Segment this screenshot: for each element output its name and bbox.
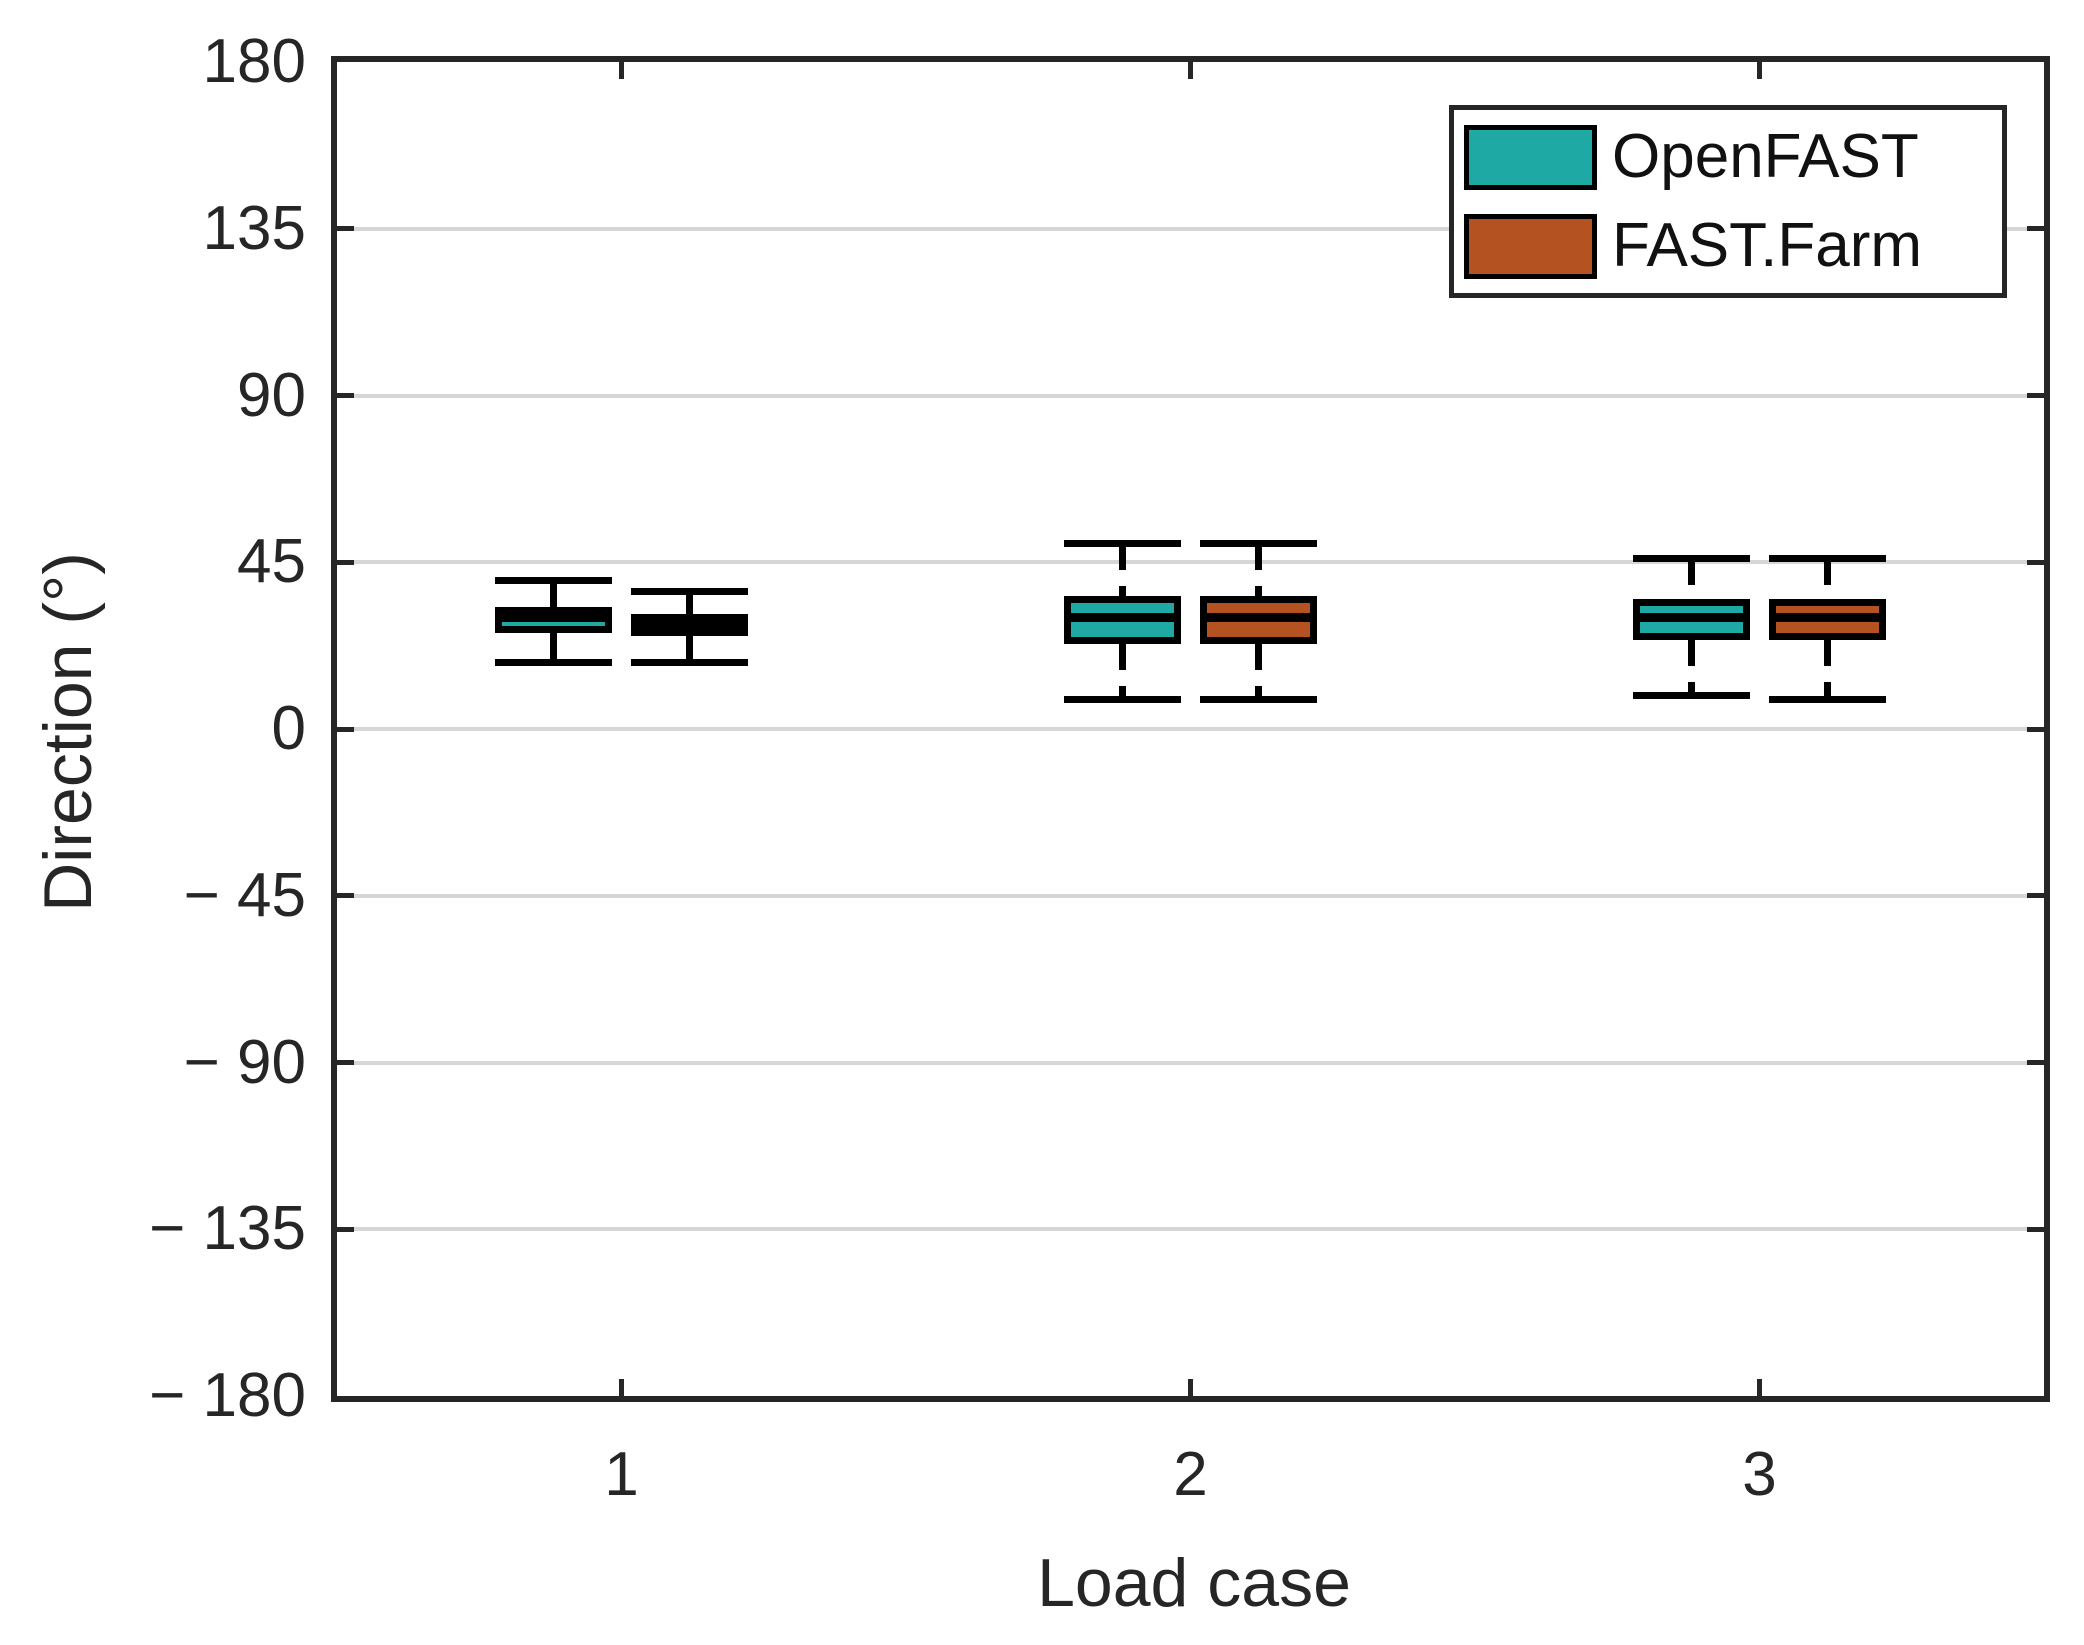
whisker-upper: [550, 580, 557, 607]
whisker-upper: [1688, 558, 1695, 600]
whisker-cap-upper: [495, 577, 612, 585]
median-line: [1769, 613, 1886, 623]
legend: OpenFAST FAST.Farm: [1449, 105, 2007, 298]
y-tick-left: [337, 393, 354, 398]
y-tick-right: [2027, 1060, 2044, 1065]
whisker-upper: [1824, 558, 1831, 600]
y-tick-right: [2027, 726, 2044, 732]
median-line: [495, 613, 612, 623]
y-tick-left: [337, 726, 354, 732]
gridline-y--135: [337, 1227, 2044, 1232]
x-tick-top: [1188, 62, 1193, 79]
y-tick-label: 180: [202, 27, 306, 96]
x-tick-label: 3: [1742, 1440, 1777, 1509]
x-tick-label: 1: [604, 1440, 639, 1509]
whisker-cap-lower: [1769, 695, 1886, 703]
whisker-cap-upper: [631, 588, 748, 596]
y-tick-right: [2027, 226, 2044, 232]
whisker-cap-lower: [1633, 692, 1750, 700]
y-tick-left: [337, 226, 354, 232]
whisker-lower: [550, 632, 557, 663]
legend-swatch-openfast: [1464, 124, 1597, 190]
x-axis-label: Load case: [1037, 1545, 1351, 1621]
whisker-lower: [1824, 640, 1831, 700]
legend-entry-fastfarm: FAST.Farm: [1464, 211, 2002, 280]
x-tick-bottom: [619, 1379, 624, 1396]
x-tick-bottom: [1188, 1379, 1193, 1396]
y-tick-label: 135: [202, 193, 306, 263]
y-tick-label: − 135: [149, 1194, 306, 1264]
whisker-cap-upper: [1200, 540, 1317, 548]
whisker-lower: [686, 636, 693, 663]
whisker-cap-upper: [1064, 540, 1181, 548]
median-line: [1633, 613, 1750, 623]
y-tick-label: − 180: [149, 1361, 306, 1430]
whisker-cap-lower: [495, 658, 612, 666]
whisker-upper: [1119, 543, 1126, 596]
y-tick-right: [2027, 393, 2044, 398]
whisker-upper: [686, 591, 693, 615]
y-tick-right: [2027, 893, 2044, 899]
legend-entry-openfast: OpenFAST: [1464, 122, 2002, 191]
y-tick-label: 90: [237, 360, 306, 430]
whisker-upper: [1255, 543, 1262, 596]
y-tick-right: [2027, 1226, 2044, 1232]
whisker-lower: [1688, 640, 1695, 696]
gridline-y--45: [337, 893, 2044, 898]
y-tick-left: [337, 1060, 354, 1065]
whisker-cap-upper: [1633, 555, 1750, 563]
gridline-y-90: [337, 393, 2044, 398]
gridline-y--90: [337, 1060, 2044, 1065]
whisker-cap-upper: [1769, 555, 1886, 563]
x-tick-top: [619, 62, 624, 79]
y-tick-left: [337, 1226, 354, 1232]
gridline-y-0: [337, 727, 2044, 731]
gridline-y-45: [337, 560, 2044, 565]
whisker-cap-lower: [1200, 695, 1317, 703]
whisker-lower: [1119, 643, 1126, 700]
whisker-cap-lower: [1064, 695, 1181, 703]
y-tick-left: [337, 559, 354, 565]
y-tick-left: [337, 893, 354, 899]
y-tick-label: − 45: [183, 860, 306, 930]
legend-swatch-fastfarm: [1464, 213, 1597, 279]
x-tick-bottom: [1757, 1379, 1762, 1396]
whisker-cap-lower: [631, 658, 748, 666]
whisker-lower: [1255, 643, 1262, 700]
x-tick-label: 2: [1173, 1440, 1208, 1509]
x-tick-top: [1757, 62, 1762, 79]
legend-label-fastfarm: FAST.Farm: [1612, 211, 1923, 280]
y-tick-label: 0: [271, 694, 306, 763]
median-line: [1064, 613, 1181, 623]
y-tick-label: 45: [237, 527, 306, 597]
median-line: [631, 620, 748, 630]
gridline-y-135: [337, 226, 2044, 231]
legend-label-openfast: OpenFAST: [1612, 122, 1919, 191]
median-line: [1200, 613, 1317, 623]
y-tick-label: − 90: [183, 1027, 306, 1097]
y-tick-right: [2027, 559, 2044, 565]
